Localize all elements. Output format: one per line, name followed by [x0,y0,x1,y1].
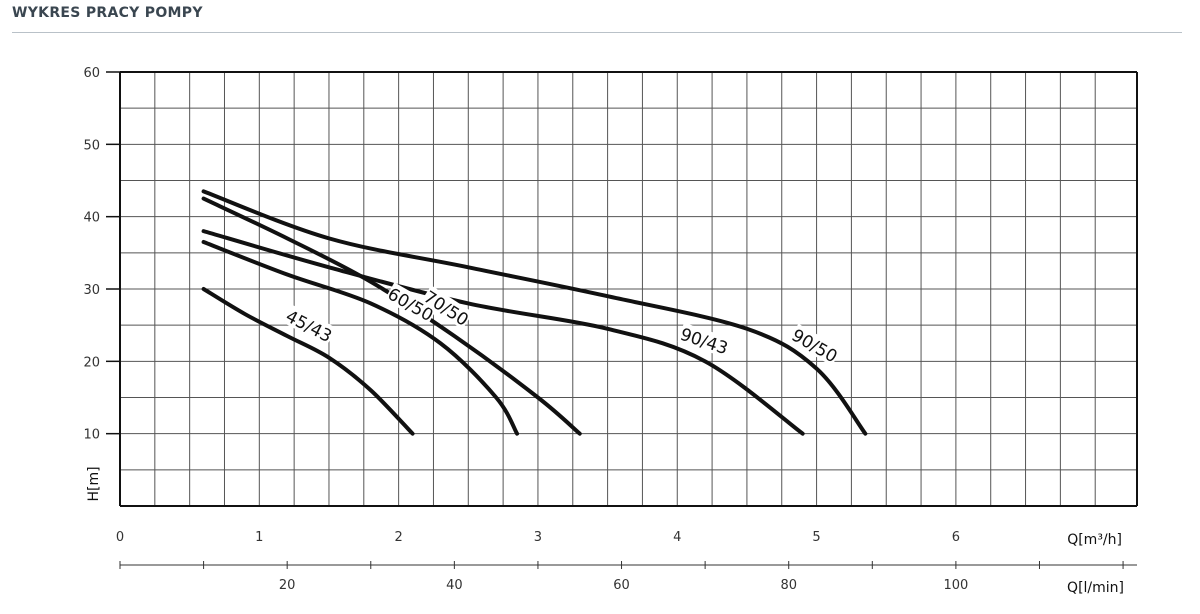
title-divider [12,32,1182,33]
y-tick-label: 30 [83,283,100,298]
grid [120,72,1137,506]
x2-tick-label: 60 [613,578,630,593]
curve-label-group: 45/43 [282,304,337,347]
curves [201,189,868,436]
axes: 10 20 30 40 50 60 H[m] 0 1 2 3 4 5 6 Q[m³/h] 20 40 60 80 10… [83,66,1138,596]
y-tick-label: 20 [83,355,100,370]
curve-70-50 [201,196,582,436]
x-tick-label: 4 [673,530,681,545]
curve-label-background [384,282,438,325]
x-tick-label: 1 [255,530,263,545]
x2-axis-title: Q[l/min] [1067,580,1124,596]
curve-label-background [677,322,732,358]
curve-45-43 [201,287,415,436]
page-title: WYKRES PRACY POMPY [12,5,203,21]
x-axis-title: Q[m³/h] [1067,532,1122,548]
curve-90-50 [201,189,868,436]
x2-tick-label: 100 [943,578,968,593]
y-tick-label: 50 [83,138,100,153]
curve-60-50 [201,239,520,436]
x2-tick-label: 80 [780,578,797,593]
curve-label-background [282,304,337,346]
x-tick-label: 0 [116,530,124,545]
curve-label: 45/43 [282,307,335,347]
curve-label-background [788,323,842,366]
y-axis-title: H[m] [86,466,102,501]
x-tick-label: 3 [534,530,542,545]
x-tick-label: 5 [812,530,820,545]
curve-label-background [420,285,474,330]
y-tick-label: 10 [83,428,100,443]
y-tick-label: 60 [83,66,100,81]
y-tick-label: 40 [83,211,100,226]
x-tick-label: 6 [952,530,960,545]
x2-tick-label: 40 [446,578,463,593]
x2-tick-label: 20 [279,578,296,593]
x-tick-label: 2 [394,530,402,545]
curve-90-43 [201,229,805,436]
